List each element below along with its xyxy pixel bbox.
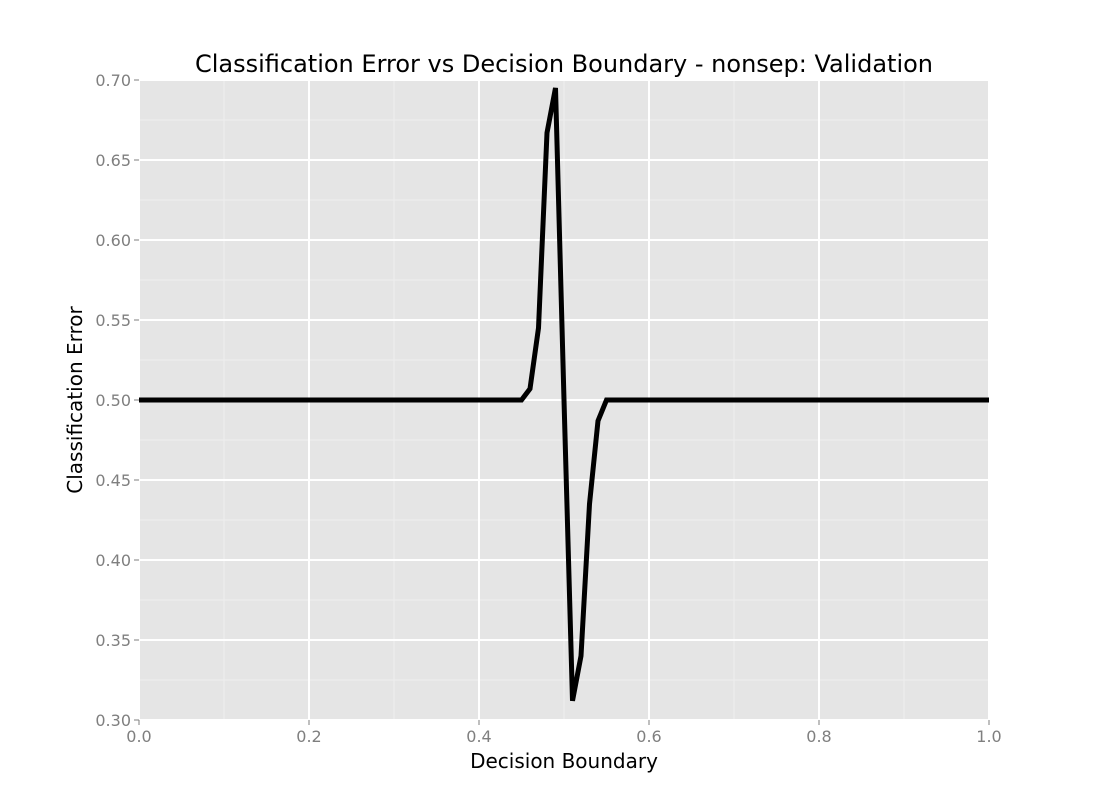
x-axis-title: Decision Boundary — [470, 749, 658, 773]
y-tick-label: 0.70 — [95, 71, 131, 90]
y-tick-label: 0.45 — [95, 471, 131, 490]
x-tick-label: 1.0 — [976, 727, 1001, 746]
x-tick-label: 0.0 — [126, 727, 151, 746]
x-tick-label: 0.8 — [806, 727, 831, 746]
y-axis-title: Classification Error — [63, 306, 87, 494]
x-tick-label: 0.2 — [296, 727, 321, 746]
x-tick-label: 0.6 — [636, 727, 661, 746]
y-tick-label: 0.50 — [95, 391, 131, 410]
axis-ticks — [134, 79, 990, 725]
chart-title: Classification Error vs Decision Boundar… — [195, 50, 933, 78]
y-tick-label: 0.40 — [95, 551, 131, 570]
x-tick-label: 0.4 — [466, 727, 491, 746]
y-tick-labels: 0.30 0.35 0.40 0.45 0.50 0.55 0.60 0.65 0.70 — [95, 71, 131, 730]
y-tick-label: 0.65 — [95, 151, 131, 170]
y-tick-label: 0.60 — [95, 231, 131, 250]
y-tick-label: 0.35 — [95, 631, 131, 650]
series-line-0 — [139, 87, 989, 702]
y-tick-label: 0.55 — [95, 311, 131, 330]
y-tick-label: 0.30 — [95, 711, 131, 730]
series-layer — [139, 87, 989, 702]
x-tick-labels: 0.0 0.2 0.4 0.6 0.8 1.0 — [126, 727, 1001, 746]
